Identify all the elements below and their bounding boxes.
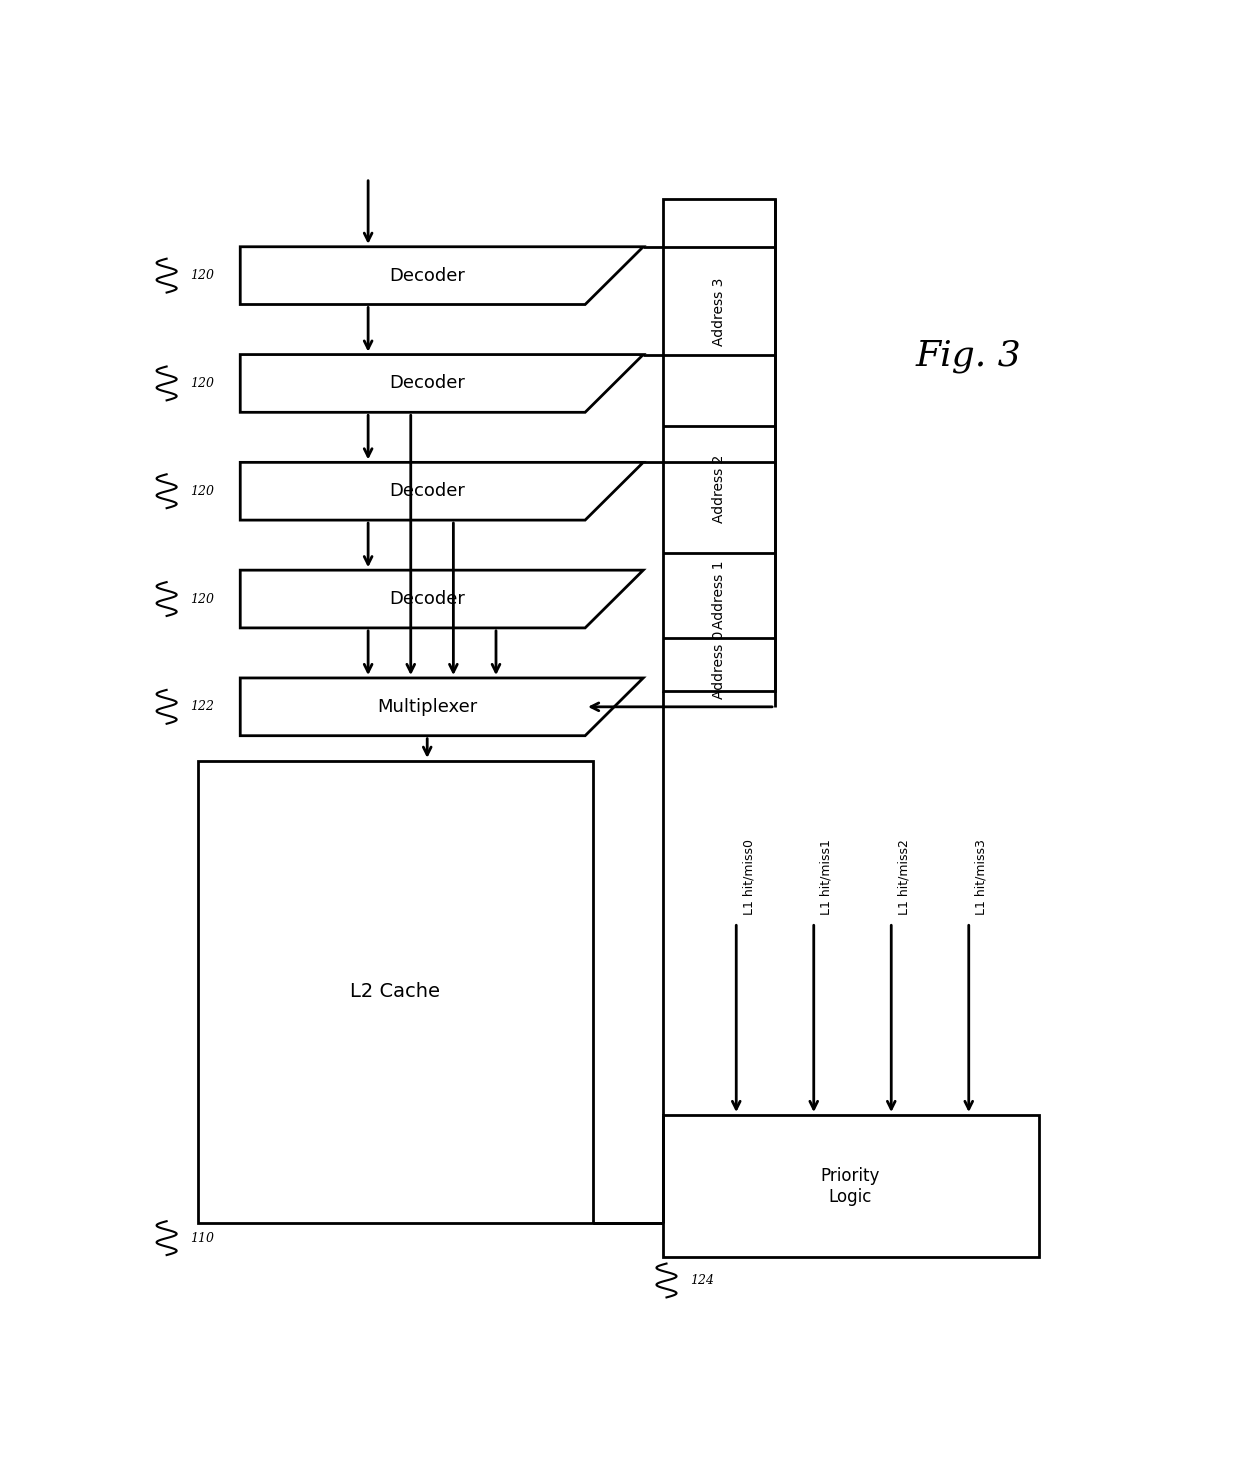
Text: Decoder: Decoder xyxy=(389,590,465,608)
Text: L2 Cache: L2 Cache xyxy=(350,983,440,1002)
Text: 120: 120 xyxy=(190,270,213,282)
Text: L1 hit/miss2: L1 hit/miss2 xyxy=(898,839,910,914)
Text: 120: 120 xyxy=(190,593,213,606)
Text: Decoder: Decoder xyxy=(389,482,465,501)
Text: 120: 120 xyxy=(190,376,213,390)
Text: Address 0: Address 0 xyxy=(712,630,725,698)
Text: Fig. 3: Fig. 3 xyxy=(916,339,1022,373)
Text: L1 hit/miss0: L1 hit/miss0 xyxy=(743,839,755,914)
Bar xyxy=(662,199,775,692)
Text: Multiplexer: Multiplexer xyxy=(377,698,477,716)
Text: Address 1: Address 1 xyxy=(712,560,725,630)
Text: Address 2: Address 2 xyxy=(712,455,725,523)
Text: Decoder: Decoder xyxy=(389,267,465,285)
Text: 124: 124 xyxy=(689,1275,714,1286)
Text: 122: 122 xyxy=(190,701,213,713)
Bar xyxy=(662,1114,1039,1257)
Bar xyxy=(197,760,593,1223)
Text: L1 hit/miss1: L1 hit/miss1 xyxy=(820,839,833,914)
Text: 110: 110 xyxy=(190,1232,213,1245)
Text: 120: 120 xyxy=(190,485,213,498)
Text: Priority
Logic: Priority Logic xyxy=(821,1166,880,1205)
Text: Address 3: Address 3 xyxy=(712,279,725,347)
Text: L1 hit/miss3: L1 hit/miss3 xyxy=(975,839,988,914)
Text: Decoder: Decoder xyxy=(389,375,465,393)
